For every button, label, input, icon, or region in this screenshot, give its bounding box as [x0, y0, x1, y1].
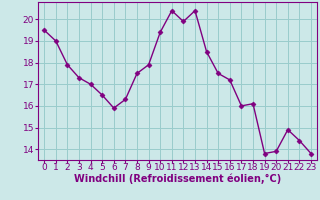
X-axis label: Windchill (Refroidissement éolien,°C): Windchill (Refroidissement éolien,°C): [74, 173, 281, 184]
